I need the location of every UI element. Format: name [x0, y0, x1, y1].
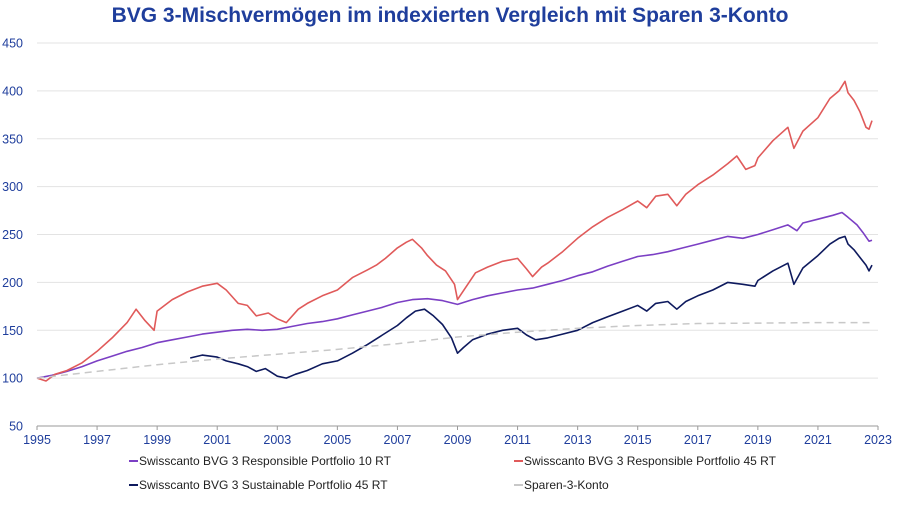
legend-label: Sparen-3-Konto — [524, 478, 609, 492]
x-tick-label: 2021 — [804, 433, 832, 447]
series-lines — [36, 80, 873, 382]
x-tick-label: 2009 — [444, 433, 472, 447]
y-tick-label: 300 — [2, 180, 23, 194]
legend-item: Swisscanto BVG 3 Sustainable Portfolio 4… — [129, 478, 388, 492]
legend-label: Swisscanto BVG 3 Sustainable Portfolio 4… — [139, 478, 388, 492]
legend-swatch — [514, 459, 523, 462]
y-tick-label: 450 — [2, 37, 23, 51]
x-tick-label: 2007 — [384, 433, 412, 447]
x-tick-label: 2005 — [323, 433, 351, 447]
y-tick-label: 150 — [2, 324, 23, 338]
legend-item: Swisscanto BVG 3 Responsible Portfolio 4… — [514, 454, 776, 468]
legend-label: Swisscanto BVG 3 Responsible Portfolio 4… — [524, 454, 776, 468]
x-tick-label: 2013 — [564, 433, 592, 447]
series-line-2 — [36, 80, 873, 382]
series-line-4 — [36, 321, 872, 379]
y-tick-label: 200 — [2, 276, 23, 290]
x-tick-label: 1999 — [143, 433, 171, 447]
x-tick-label: 2023 — [864, 433, 892, 447]
legend-swatch — [514, 483, 523, 486]
x-tick-label: 2017 — [684, 433, 712, 447]
x-tick-label: 1997 — [83, 433, 111, 447]
x-tick-label: 2015 — [624, 433, 652, 447]
x-tick-label: 2001 — [203, 433, 231, 447]
y-tick-label: 50 — [9, 420, 23, 434]
x-tick-label: 2019 — [744, 433, 772, 447]
legend-label: Swisscanto BVG 3 Responsible Portfolio 1… — [139, 454, 391, 468]
series-line-3 — [190, 235, 873, 379]
series-line-1 — [36, 211, 873, 379]
x-tick-label: 1995 — [23, 433, 51, 447]
legend-swatch — [129, 483, 138, 486]
legend-item: Swisscanto BVG 3 Responsible Portfolio 1… — [129, 454, 391, 468]
y-tick-label: 100 — [2, 372, 23, 386]
x-tick-label: 2003 — [263, 433, 291, 447]
chart-title: BVG 3-Mischvermögen im indexierten Vergl… — [111, 4, 789, 27]
y-tick-label: 400 — [2, 84, 23, 98]
grid-lines — [37, 42, 878, 427]
y-tick-label: 350 — [2, 132, 23, 146]
legend-item: Sparen-3-Konto — [514, 478, 609, 492]
legend-swatch — [129, 459, 138, 462]
y-tick-label: 250 — [2, 228, 23, 242]
x-tick-label: 2011 — [504, 433, 531, 447]
axes: 50 100 150 200 250 300 350 400 450 1995 1997 1999 20… — [2, 37, 892, 448]
